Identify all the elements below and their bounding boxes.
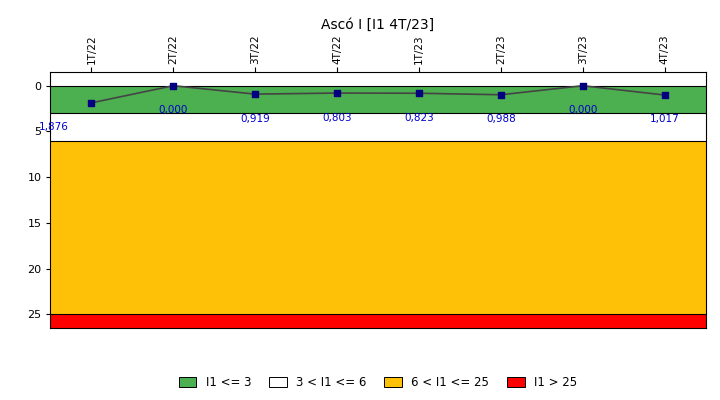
Text: 0,803: 0,803 [323, 112, 352, 122]
Text: 0,823: 0,823 [404, 113, 434, 123]
Text: 1,876: 1,876 [39, 122, 68, 132]
Point [249, 91, 261, 97]
Point [331, 90, 343, 96]
Point [495, 92, 507, 98]
Text: 0,000: 0,000 [568, 105, 598, 115]
Legend: I1 <= 3, 3 < I1 <= 6, 6 < I1 <= 25, I1 > 25: I1 <= 3, 3 < I1 <= 6, 6 < I1 <= 25, I1 >… [174, 371, 582, 394]
Text: 1,017: 1,017 [649, 114, 680, 124]
Title: Ascó I [I1 4T/23]: Ascó I [I1 4T/23] [321, 18, 435, 32]
Point [168, 82, 179, 89]
Point [659, 92, 670, 98]
Text: 0,000: 0,000 [158, 105, 188, 115]
Point [413, 90, 425, 96]
Text: 0,919: 0,919 [240, 114, 270, 124]
Text: 0,988: 0,988 [486, 114, 516, 124]
Point [577, 82, 588, 89]
Point [86, 100, 97, 106]
